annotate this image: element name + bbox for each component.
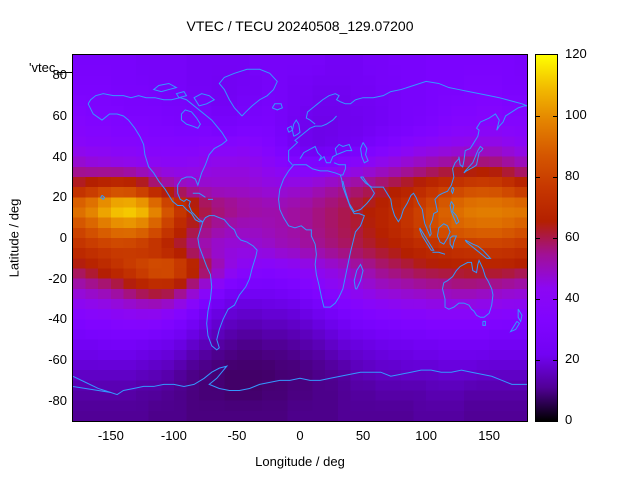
coastline <box>355 81 527 105</box>
coastline <box>219 69 277 116</box>
y-tick-label: -40 <box>48 311 67 327</box>
coastline <box>464 147 483 173</box>
coastline <box>443 260 493 317</box>
y-tick-label: 0 <box>59 230 67 245</box>
coastline <box>292 120 300 136</box>
map-plot-area <box>72 54 528 422</box>
key-sample-line <box>57 72 73 73</box>
x-tick-label: -100 <box>160 428 187 443</box>
colorbar-tick-mark <box>536 238 540 239</box>
coastline <box>306 94 355 125</box>
coastline <box>511 321 520 331</box>
coastline <box>193 193 206 197</box>
coastline <box>451 187 454 193</box>
x-tick-label: -50 <box>227 428 247 443</box>
coastline <box>450 201 459 223</box>
y-tick-label: 60 <box>52 108 67 123</box>
x-axis-title: Longitude / deg <box>255 454 345 469</box>
colorbar-tick-mark <box>553 299 557 300</box>
coastline <box>88 94 227 222</box>
coastline <box>279 165 365 307</box>
coastline <box>518 309 522 321</box>
colorbar-tick-label: 20 <box>565 351 580 366</box>
colorbar-tick-label: 40 <box>565 290 580 305</box>
vtec-heatmap <box>73 55 527 421</box>
x-tick-label: 50 <box>355 428 371 443</box>
coastline <box>335 144 351 154</box>
colorbar-tick-mark <box>536 299 540 300</box>
y-tick-label: 80 <box>52 67 67 83</box>
coastline <box>176 92 186 98</box>
colorbar-tick-label: 60 <box>565 229 580 244</box>
coastline <box>437 224 450 244</box>
y-tick-label: -20 <box>48 270 67 286</box>
colorbar-tick-mark <box>553 116 557 117</box>
coastline <box>73 366 527 394</box>
colorbar-tick-mark <box>553 177 557 178</box>
coastlines-overlay <box>73 55 527 421</box>
coastline <box>154 83 177 91</box>
coastline <box>465 240 490 258</box>
coastline <box>361 106 527 236</box>
coastline <box>88 104 203 222</box>
coastline <box>287 126 292 132</box>
coastline <box>181 110 200 128</box>
colorbar-tick-mark <box>553 360 557 361</box>
colorbar-tick-mark <box>536 360 540 361</box>
colorbar-tick-label: 100 <box>565 107 587 122</box>
y-axis-title: Latitude / deg <box>6 198 22 278</box>
coastline <box>432 252 445 254</box>
colorbar-tick-mark <box>553 238 557 239</box>
coastline <box>272 104 282 110</box>
coastline <box>450 236 456 248</box>
y-tick-label: -60 <box>48 352 67 367</box>
colorbar-tick-label: 80 <box>565 168 580 183</box>
colorbar-tick-label: 0 <box>565 412 573 427</box>
y-tick-label: 40 <box>52 148 67 164</box>
coastline <box>483 321 486 325</box>
coastline <box>361 142 369 162</box>
coastline <box>354 264 363 288</box>
x-tick-label: 100 <box>415 428 437 443</box>
x-tick-label: 150 <box>478 428 501 443</box>
coastline <box>343 177 375 212</box>
x-tick-label: -150 <box>97 428 124 443</box>
coastline <box>300 147 337 163</box>
coastline <box>194 94 214 106</box>
x-tick-label: 0 <box>296 428 304 443</box>
key-label: 'vtec_ <box>29 60 63 75</box>
colorbar-tick-label: 120 <box>565 46 587 61</box>
colorbar <box>535 54 558 422</box>
y-tick-label: -80 <box>48 392 67 408</box>
colorbar-tick-mark <box>536 116 540 117</box>
colorbar-tick-mark <box>536 177 540 178</box>
coastline <box>198 216 257 350</box>
coastline <box>73 386 111 392</box>
coastline <box>420 228 434 250</box>
coastline <box>334 163 345 175</box>
coastline <box>289 116 337 165</box>
y-tick-label: 20 <box>52 189 67 205</box>
chart-title: VTEC / TECU 20240508_129.07200 <box>186 18 414 34</box>
coastline <box>101 195 105 199</box>
